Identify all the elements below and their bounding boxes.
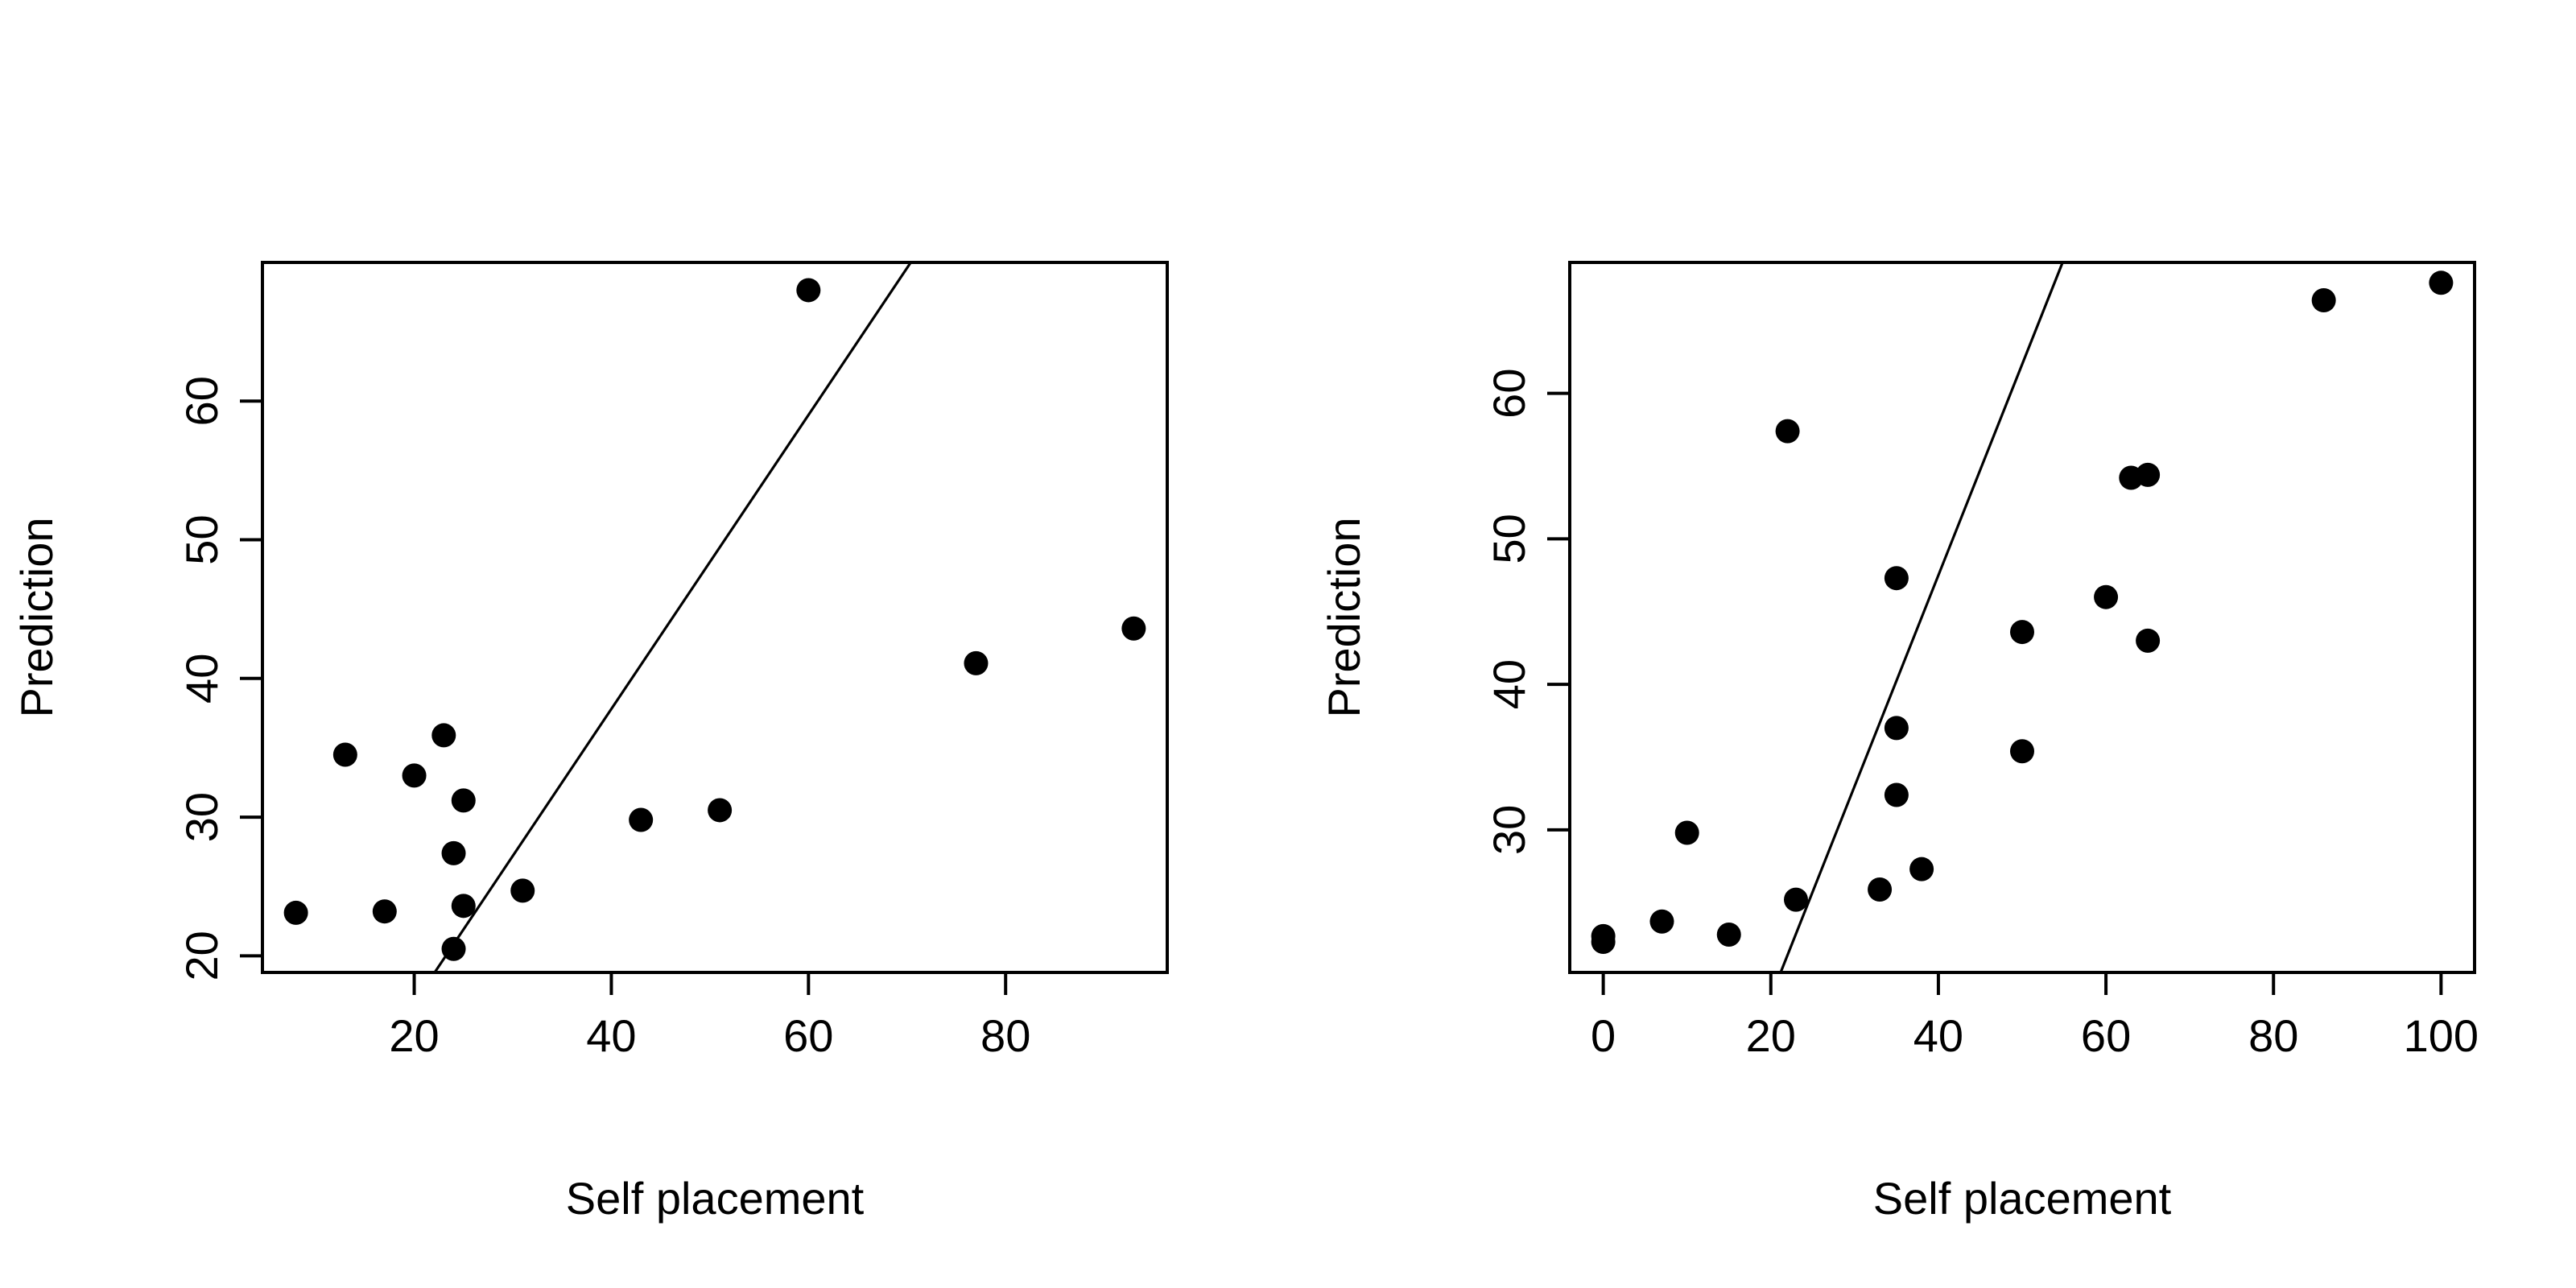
right-data-point — [1591, 930, 1616, 955]
right-data-point — [2010, 739, 2034, 764]
left-data-point — [441, 936, 466, 961]
right-data-point — [1775, 419, 1800, 444]
left-reference-line — [433, 262, 912, 973]
right-x-tick-label: 80 — [2248, 1010, 2298, 1061]
right-y-tick-label: 30 — [1484, 805, 1534, 855]
right-data-point — [1784, 887, 1808, 912]
left-data-point — [431, 723, 456, 748]
right-data-point — [1884, 782, 1909, 807]
left-data-point — [964, 650, 989, 675]
right-y-tick-label: 60 — [1484, 369, 1534, 419]
right-data-point — [2010, 620, 2034, 645]
left-data-point — [629, 807, 654, 832]
left-data-point — [1121, 616, 1146, 641]
right-data-point — [1884, 716, 1909, 741]
left-y-tick-label: 50 — [176, 514, 227, 564]
right-data-point — [1909, 857, 1934, 881]
left-x-tick-label: 40 — [586, 1010, 636, 1061]
left-y-tick-label: 60 — [176, 376, 227, 426]
right-x-axis-label: Self placement — [1873, 1173, 2172, 1224]
left-data-point — [451, 788, 476, 813]
left-y-tick-label: 30 — [176, 792, 227, 842]
left-points — [283, 278, 1146, 961]
left-x-axis-label: Self placement — [566, 1173, 865, 1224]
right-data-point — [2311, 287, 2336, 312]
left-data-point — [441, 840, 466, 865]
left-y-axis-label: Prediction — [11, 517, 62, 717]
left-data-point — [708, 798, 733, 823]
right-x-tick-label: 60 — [2081, 1010, 2131, 1061]
left-x-tick-label: 20 — [389, 1010, 439, 1061]
left-data-point — [510, 878, 535, 903]
left-y-tick-label: 40 — [176, 654, 227, 704]
right-data-point — [1649, 909, 1674, 934]
left-x-tick-label: 80 — [980, 1010, 1030, 1061]
right-y-tick-label: 50 — [1484, 514, 1534, 564]
right-data-point — [1716, 923, 1741, 947]
left-y-axis: 20 30 40 50 60 — [176, 376, 264, 980]
right-reference-line — [1779, 262, 2064, 973]
right-data-point — [2429, 270, 2454, 295]
right-x-tick-label: 40 — [1913, 1010, 1963, 1061]
left-data-point — [451, 894, 476, 919]
right-scatter-panel: 0 20 40 60 80 100 30 40 50 60 Self placement Pre… — [1319, 261, 2479, 1224]
left-scatter-panel: 20 40 60 80 20 30 40 50 60 Self placement Predi… — [11, 261, 1169, 1224]
right-data-point — [1674, 820, 1699, 845]
right-data-point — [2136, 462, 2161, 487]
left-y-tick-label: 20 — [176, 931, 227, 980]
right-data-point — [2136, 628, 2161, 653]
left-data-point — [796, 278, 821, 303]
right-x-tick-label: 20 — [1746, 1010, 1796, 1061]
left-data-point — [402, 763, 427, 788]
left-data-point — [372, 899, 397, 924]
left-x-tick-label: 60 — [783, 1010, 833, 1061]
left-data-point — [283, 900, 308, 925]
left-x-axis: 20 40 60 80 — [389, 971, 1030, 1061]
right-data-point — [2094, 584, 2119, 609]
right-points — [1591, 270, 2454, 955]
right-y-axis: 30 40 50 60 — [1484, 369, 1571, 855]
right-x-tick-label: 100 — [2404, 1010, 2479, 1061]
right-y-axis-label: Prediction — [1319, 517, 1369, 717]
right-y-tick-label: 40 — [1484, 659, 1534, 709]
right-x-tick-label: 0 — [1591, 1010, 1616, 1061]
right-data-point — [1868, 877, 1893, 902]
left-data-point — [332, 742, 357, 767]
right-data-point — [1884, 566, 1909, 591]
right-x-axis: 0 20 40 60 80 100 — [1591, 971, 2479, 1061]
